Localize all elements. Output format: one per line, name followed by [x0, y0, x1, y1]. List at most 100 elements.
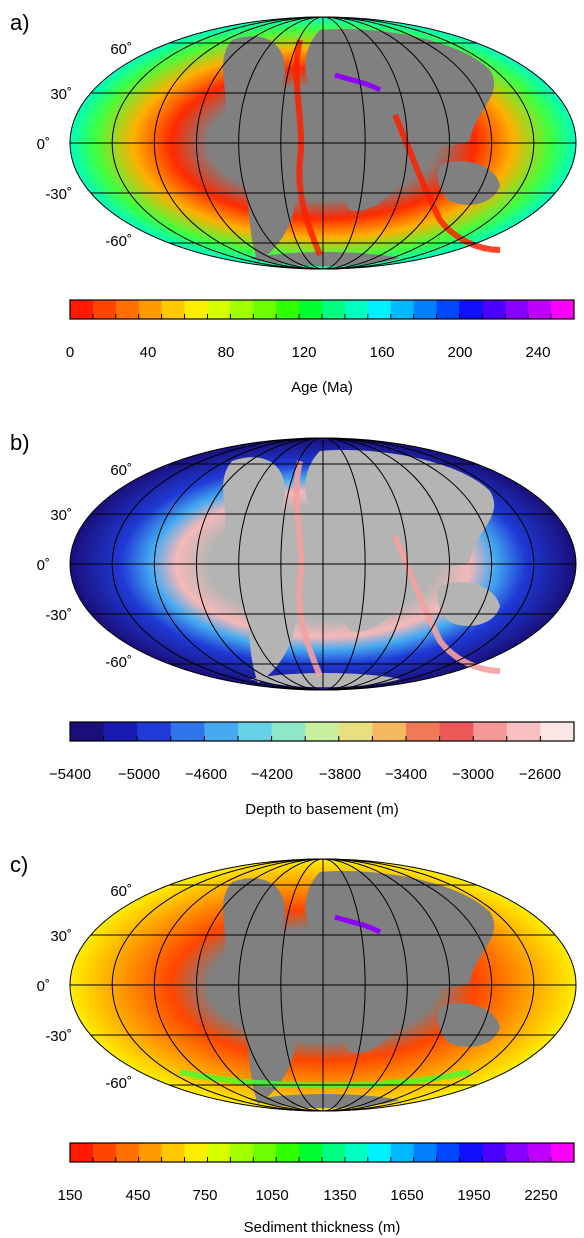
ridge-atlantic-a — [293, 39, 323, 257]
panel-a: a) 60˚ 30˚ 0˚ -30˚ -60˚ — [10, 10, 577, 396]
colorbar-cell — [344, 300, 369, 319]
colorbar-cell — [338, 722, 373, 741]
tick-c-1950: 1950 — [457, 1187, 490, 1204]
colorbar-cell — [204, 722, 239, 741]
meridian-line — [280, 858, 324, 1112]
colorbar-a: 0 40 80 120 160 200 240 Age (Ma) — [66, 299, 575, 396]
lat-label-b-30: 30˚ — [50, 507, 72, 524]
continent-australia-a — [437, 161, 500, 205]
colorbar-cell — [528, 300, 552, 319]
colorbar-cell — [137, 722, 172, 741]
continent-africa-eurasia-c — [305, 871, 495, 1053]
meridian-line — [238, 858, 324, 1112]
graticule-b — [70, 437, 576, 691]
meridian-line — [322, 16, 450, 270]
meridian-line — [153, 437, 324, 691]
meridian-line — [238, 16, 324, 270]
map-c — [69, 858, 577, 1112]
graticule-a — [70, 16, 576, 270]
tick-a-160: 160 — [369, 344, 394, 361]
lat-label-c-60: 60˚ — [110, 883, 132, 900]
lat-label-c-0: 0˚ — [37, 978, 50, 995]
colorbar-b-cells — [70, 722, 575, 741]
colorbar-cell — [207, 300, 231, 319]
lat-label-c-m60: -60˚ — [105, 1075, 132, 1092]
meridian-line — [322, 858, 535, 1112]
meridian-line — [322, 858, 408, 1112]
meridian-line — [322, 16, 366, 270]
panel-label-b: b) — [10, 430, 30, 455]
tick-b-m3800: −3800 — [319, 766, 361, 783]
map-b — [69, 437, 577, 691]
colorbar-b-title: Depth to basement (m) — [245, 801, 398, 818]
colorbar-cell — [528, 1143, 552, 1162]
tick-c-750: 750 — [192, 1187, 217, 1204]
colorbar-cell — [305, 722, 340, 741]
panel-c: c) 60˚ 30˚ 0˚ -30˚ -60˚ 150 — [10, 852, 577, 1236]
colorbar-cell — [551, 300, 575, 319]
colorbar-cell — [70, 722, 105, 741]
tick-b-m5400: −5400 — [49, 766, 91, 783]
colorbar-cell — [367, 1143, 392, 1162]
lat-label-c-30: 30˚ — [50, 928, 72, 945]
meridian-line — [322, 437, 535, 691]
lat-label-b-m30: -30˚ — [45, 607, 72, 624]
colorbar-cell — [161, 300, 186, 319]
colorbar-cell — [540, 722, 575, 741]
meridian-line — [322, 858, 450, 1112]
tick-c-1350: 1350 — [323, 1187, 356, 1204]
colorbar-cell — [482, 1143, 506, 1162]
map-a-frame — [69, 16, 577, 270]
meridian-line — [280, 437, 324, 691]
colorbar-cell — [473, 722, 508, 741]
tethys-strip-c — [334, 914, 382, 935]
lat-label-b-m60: -60˚ — [105, 654, 132, 671]
meridian-line — [280, 16, 324, 270]
tick-a-80: 80 — [218, 344, 235, 361]
meridian-line — [322, 437, 493, 691]
colorbar-cell — [253, 300, 277, 319]
meridian-line — [111, 858, 324, 1112]
lat-label-a-m60: -60˚ — [105, 233, 132, 250]
colorbar-cell — [70, 300, 94, 319]
panel-b: b) 60˚ 30˚ 0˚ -30˚ -60˚ −5400 — [10, 430, 577, 818]
tick-b-m5000: −5000 — [118, 766, 160, 783]
colorbar-a-cells — [70, 300, 575, 319]
tick-b-m3000: −3000 — [452, 766, 494, 783]
lat-label-a-30: 30˚ — [50, 86, 72, 103]
meridian-line — [111, 16, 324, 270]
colorbar-c-cells — [70, 1143, 575, 1162]
meridian-line — [238, 437, 324, 691]
colorbar-cell — [103, 722, 138, 741]
colorbar-cell — [70, 1143, 94, 1162]
meridian-line — [153, 16, 324, 270]
meridian-line — [322, 437, 408, 691]
meridian-line — [111, 437, 324, 691]
lat-label-b-60: 60˚ — [110, 462, 132, 479]
tick-c-150: 150 — [57, 1187, 82, 1204]
colorbar-cell — [184, 1143, 208, 1162]
meridian-line — [196, 437, 324, 691]
panel-label-c: c) — [10, 852, 28, 877]
colorbar-cell — [390, 1143, 415, 1162]
graticule-c — [70, 858, 576, 1112]
meridian-line — [322, 16, 535, 270]
colorbar-cell — [230, 300, 254, 319]
colorbar-cell — [115, 1143, 140, 1162]
tick-c-2250: 2250 — [524, 1187, 557, 1204]
colorbar-b: −5400 −5000 −4600 −4200 −3800 −3400 −300… — [49, 721, 575, 818]
colorbar-cell — [92, 1143, 117, 1162]
tick-b-m4600: −4600 — [185, 766, 227, 783]
meridian-line — [322, 858, 366, 1112]
colorbar-cell — [230, 1143, 254, 1162]
tick-a-120: 120 — [291, 344, 316, 361]
meridian-line — [322, 16, 408, 270]
colorbar-cell — [92, 300, 117, 319]
colorbar-a-frame — [69, 299, 575, 320]
colorbar-cell — [138, 1143, 163, 1162]
colorbar-b-frame — [69, 721, 575, 742]
tick-a-240: 240 — [525, 344, 550, 361]
tick-a-0: 0 — [66, 344, 74, 361]
colorbar-cell — [551, 1143, 575, 1162]
